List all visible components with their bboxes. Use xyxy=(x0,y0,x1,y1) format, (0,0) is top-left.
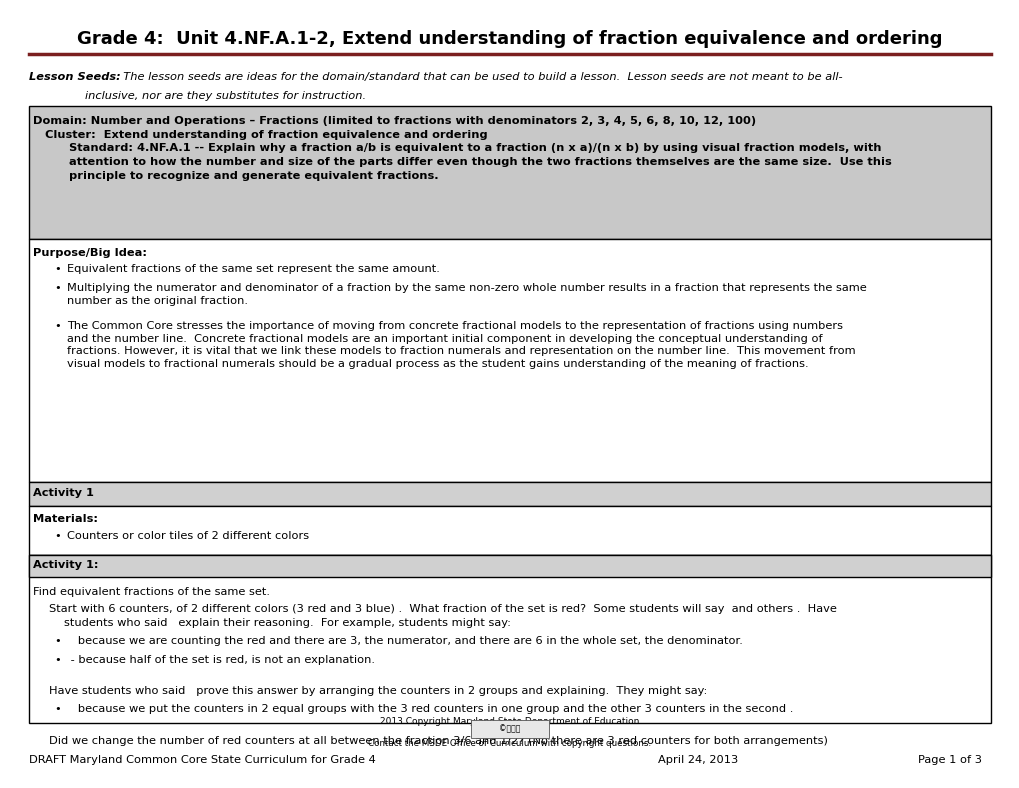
Text: Start with 6 counters, of 2 different colors (3 red and 3 blue) .  What fraction: Start with 6 counters, of 2 different co… xyxy=(49,604,836,614)
Text: Cluster:  Extend understanding of fraction equivalence and ordering: Cluster: Extend understanding of fractio… xyxy=(33,130,487,139)
Text: DRAFT Maryland Common Core State Curriculum for Grade 4: DRAFT Maryland Common Core State Curricu… xyxy=(29,755,375,765)
Text: Activity 1: Activity 1 xyxy=(33,488,94,498)
Text: •: • xyxy=(54,283,61,293)
Text: Standard: 4.NF.A.1 -- Explain why a fraction a/b is equivalent to a fraction (n : Standard: 4.NF.A.1 -- Explain why a frac… xyxy=(33,143,880,154)
Text: Page 1 of 3: Page 1 of 3 xyxy=(917,755,981,765)
Text: Have students who said   prove this answer by arranging the counters in 2 groups: Have students who said prove this answer… xyxy=(49,686,706,696)
Bar xyxy=(29,482,990,506)
Text: principle to recognize and generate equivalent fractions.: principle to recognize and generate equi… xyxy=(33,171,438,181)
Text: Find equivalent fractions of the same set.: Find equivalent fractions of the same se… xyxy=(33,587,269,597)
Text: Lesson Seeds:: Lesson Seeds: xyxy=(29,72,120,83)
Text: April 24, 2013: April 24, 2013 xyxy=(657,755,738,765)
Text: attention to how the number and size of the parts differ even though the two fra: attention to how the number and size of … xyxy=(33,158,891,167)
Bar xyxy=(29,106,990,239)
Text: 2013 Copyright Maryland State Department of Education: 2013 Copyright Maryland State Department… xyxy=(380,717,639,726)
Text: •: • xyxy=(54,655,61,665)
Text: students who said   explain their reasoning.  For example, students might say:: students who said explain their reasonin… xyxy=(64,618,511,628)
Text: Grade 4:  Unit 4.NF.A.1-2, Extend understanding of fraction equivalence and orde: Grade 4: Unit 4.NF.A.1-2, Extend underst… xyxy=(77,30,942,48)
Text: because we put the counters in 2 equal groups with the 3 red counters in one gro: because we put the counters in 2 equal g… xyxy=(67,704,793,715)
Text: Contact the MSDE Office of Curriculum with copyright questions.: Contact the MSDE Office of Curriculum wi… xyxy=(368,739,651,748)
Text: •: • xyxy=(54,264,61,274)
Text: inclusive, nor are they substitutes for instruction.: inclusive, nor are they substitutes for … xyxy=(85,91,366,102)
Text: Equivalent fractions of the same set represent the same amount.: Equivalent fractions of the same set rep… xyxy=(67,264,440,274)
Text: •: • xyxy=(54,704,61,715)
Text: Domain: Number and Operations – Fractions (limited to fractions with denominator: Domain: Number and Operations – Fraction… xyxy=(33,116,755,126)
Text: Counters or color tiles of 2 different colors: Counters or color tiles of 2 different c… xyxy=(67,531,309,541)
Text: •: • xyxy=(54,531,61,541)
Text: - because half of the set is red, is not an explanation.: - because half of the set is red, is not… xyxy=(67,655,375,665)
Text: Purpose/Big Idea:: Purpose/Big Idea: xyxy=(33,248,147,258)
Bar xyxy=(29,555,990,723)
Text: The lesson seeds are ideas for the domain/standard that can be used to build a l: The lesson seeds are ideas for the domai… xyxy=(116,72,842,83)
Text: Did we change the number of red counters at all between the fraction 3/6 and 1/2: Did we change the number of red counters… xyxy=(49,736,827,745)
Text: Activity 1:: Activity 1: xyxy=(33,560,98,571)
Bar xyxy=(471,720,548,738)
Text: •: • xyxy=(54,637,61,646)
Text: ©ⓄⓄⓄ: ©ⓄⓄⓄ xyxy=(499,724,520,734)
Text: Materials:: Materials: xyxy=(33,514,98,524)
Bar xyxy=(29,239,990,482)
Text: because we are counting the red and there are 3, the numerator, and there are 6 : because we are counting the red and ther… xyxy=(67,637,743,646)
Bar xyxy=(29,555,990,577)
Text: The Common Core stresses the importance of moving from concrete fractional model: The Common Core stresses the importance … xyxy=(67,321,855,369)
Text: Multiplying the numerator and denominator of a fraction by the same non-zero who: Multiplying the numerator and denominato… xyxy=(67,283,866,306)
Bar xyxy=(29,506,990,555)
Text: •: • xyxy=(54,321,61,331)
